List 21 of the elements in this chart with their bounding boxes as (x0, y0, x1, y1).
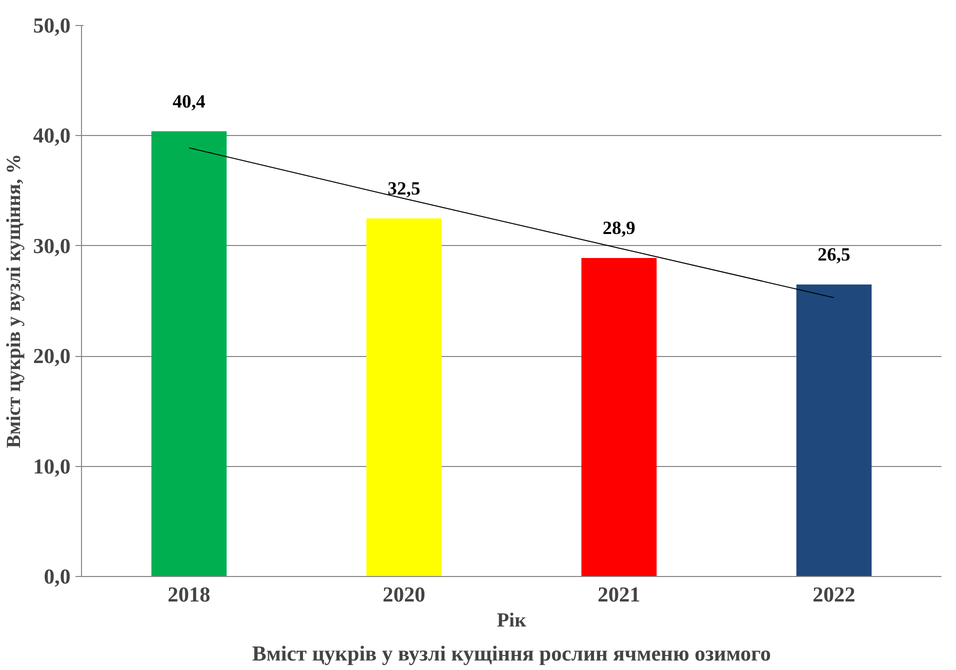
text: Вміст цукрів у вузлі кущіння рослин ячменю озимого (252, 642, 771, 666)
x-tick-label: 2018 (168, 582, 210, 606)
y-tick-label: 0,0 (44, 564, 71, 588)
y-tick-label: 30,0 (33, 234, 71, 258)
bar (151, 131, 227, 576)
y-tick-label: 10,0 (33, 454, 71, 478)
x-tick-label: 2020 (382, 582, 426, 606)
data-label: 40,4 (172, 91, 206, 112)
bar (796, 284, 872, 576)
x-axis-title: Рік (496, 610, 527, 632)
x-tick-label: 2022 (812, 582, 856, 606)
bar (366, 218, 442, 576)
bar (581, 258, 657, 576)
data-label: 32,5 (388, 178, 420, 200)
y-tick-label: 20,0 (33, 344, 71, 368)
data-label: 28,9 (602, 218, 636, 240)
x-tick-label: 2021 (598, 582, 640, 606)
y-tick-label: 40,0 (33, 124, 71, 148)
data-label: 26,5 (818, 244, 850, 266)
y-tick-label: 50,0 (33, 14, 71, 38)
y-axis-title: Вміст цукрів у вузлі кущіння, % (3, 154, 26, 448)
